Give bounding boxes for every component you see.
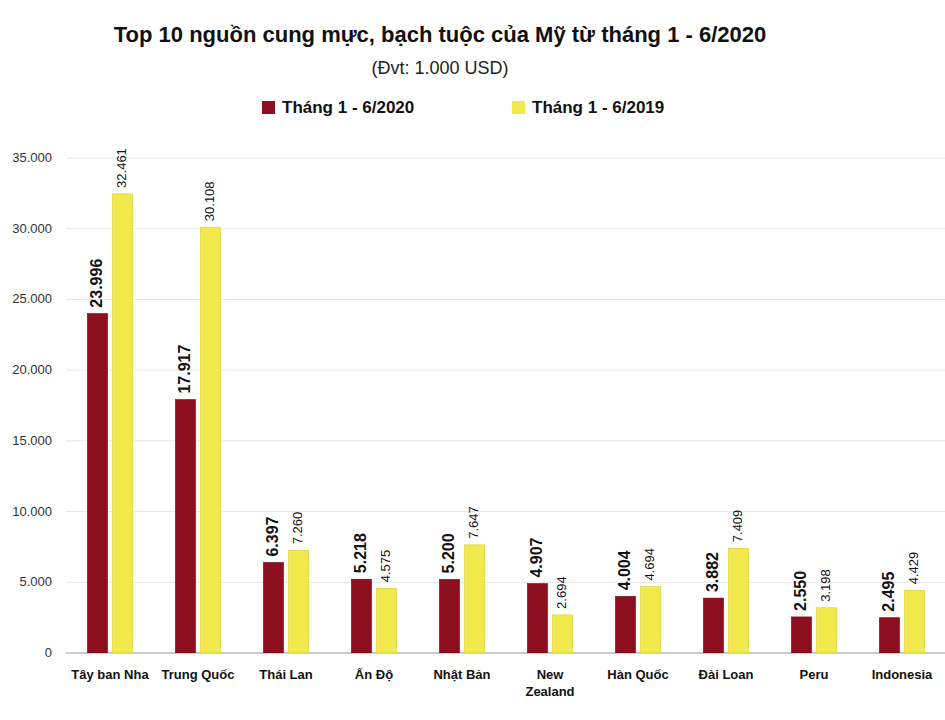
bar bbox=[704, 598, 724, 653]
title: Top 10 nguồn cung mực, bạch tuộc của Mỹ … bbox=[114, 22, 766, 47]
x-tick-line: Peru bbox=[800, 667, 829, 682]
bar bbox=[553, 615, 573, 653]
data-label: 4.694 bbox=[642, 548, 657, 581]
data-label: 7.647 bbox=[466, 506, 481, 539]
x-tick-line: Đài Loan bbox=[699, 667, 754, 682]
x-tick-label: Thái Lan bbox=[259, 667, 313, 682]
x-tick-label: Đài Loan bbox=[699, 667, 754, 682]
bar bbox=[465, 545, 485, 653]
x-tick-label: Peru bbox=[800, 667, 829, 682]
bar bbox=[201, 227, 221, 653]
data-label: 4.907 bbox=[528, 537, 545, 577]
x-axis: Tây ban Nha Trung Quốc Thái Lan Ấn Độ Nhật B… bbox=[71, 667, 933, 699]
chart: Top 10 nguồn cung mực, bạch tuộc của Mỹ … bbox=[0, 0, 945, 720]
bar bbox=[88, 314, 108, 653]
x-tick-line: Tây ban Nha bbox=[71, 667, 149, 682]
bar bbox=[641, 587, 661, 653]
grid-line bbox=[66, 228, 945, 229]
x-tick-label: Tây ban Nha bbox=[71, 667, 149, 682]
bar bbox=[817, 608, 837, 653]
y-tick-label: 15.000 bbox=[12, 433, 52, 448]
grid-line bbox=[66, 158, 945, 159]
y-tick-label: 5.000 bbox=[19, 574, 52, 589]
x-tick-line: New bbox=[537, 667, 565, 682]
x-tick-line: Trung Quốc bbox=[162, 667, 235, 682]
data-label: 4.575 bbox=[378, 550, 393, 583]
x-tick-label: Trung Quốc bbox=[162, 667, 235, 682]
y-tick-label: 30.000 bbox=[12, 221, 52, 236]
x-tick-line: Thái Lan bbox=[259, 667, 313, 682]
legend-swatch bbox=[512, 101, 525, 114]
bar bbox=[377, 588, 397, 653]
grid-line bbox=[66, 370, 945, 371]
bar bbox=[264, 563, 284, 653]
x-tick-line: Ấn Độ bbox=[355, 667, 393, 682]
data-label: 2.550 bbox=[792, 571, 809, 611]
bar bbox=[729, 548, 749, 653]
y-tick-label: 20.000 bbox=[12, 362, 52, 377]
bar bbox=[289, 550, 309, 653]
y-tick-label: 35.000 bbox=[12, 150, 52, 165]
x-tick-line: Indonesia bbox=[872, 667, 933, 682]
x-tick-line: Hàn Quốc bbox=[607, 667, 668, 682]
bar bbox=[905, 590, 925, 653]
grid-line bbox=[66, 653, 945, 654]
data-label: 4.004 bbox=[616, 550, 633, 590]
x-tick-label: Hàn Quốc bbox=[607, 667, 668, 682]
legend-label: Tháng 1 - 6/2020 bbox=[282, 98, 414, 117]
y-tick-label: 0 bbox=[45, 645, 52, 660]
bar bbox=[440, 579, 460, 653]
bars bbox=[88, 194, 925, 653]
data-label: 32.461 bbox=[114, 148, 129, 188]
bar bbox=[616, 596, 636, 653]
data-label: 3.882 bbox=[704, 552, 721, 592]
data-label: 2.495 bbox=[880, 572, 897, 612]
x-tick-label: Indonesia bbox=[872, 667, 933, 682]
bar bbox=[352, 579, 372, 653]
grid-line bbox=[66, 299, 945, 300]
subtitle: (Đvt: 1.000 USD) bbox=[371, 58, 508, 78]
data-label: 7.260 bbox=[290, 512, 305, 545]
data-label: 4.429 bbox=[906, 552, 921, 585]
data-label: 17.917 bbox=[176, 345, 193, 394]
grid-line bbox=[66, 440, 945, 441]
bar bbox=[792, 617, 812, 653]
legend-swatch bbox=[262, 101, 275, 114]
data-labels: 23.996 32.461 17.917 30.108 6.397 7.260 5.218 4… bbox=[88, 148, 921, 612]
data-label: 7.409 bbox=[730, 510, 745, 543]
bar bbox=[880, 618, 900, 653]
bar bbox=[176, 400, 196, 653]
data-label: 5.200 bbox=[440, 533, 457, 573]
x-tick-label: Nhật Bản bbox=[433, 667, 490, 682]
y-tick-label: 25.000 bbox=[12, 291, 52, 306]
bar bbox=[528, 584, 548, 653]
data-label: 3.198 bbox=[818, 569, 833, 602]
grid-line bbox=[66, 582, 945, 583]
data-label: 5.218 bbox=[352, 533, 369, 573]
legend-label: Tháng 1 - 6/2019 bbox=[532, 98, 664, 117]
data-label: 2.694 bbox=[554, 576, 569, 609]
data-label: 6.397 bbox=[264, 516, 281, 556]
legend: Tháng 1 - 6/2020 Tháng 1 - 6/2019 bbox=[262, 98, 664, 117]
x-tick-label: Ấn Độ bbox=[355, 667, 393, 682]
x-tick-line: Nhật Bản bbox=[433, 667, 490, 682]
x-tick-line: Zealand bbox=[525, 684, 574, 699]
x-tick-label: New Zealand bbox=[525, 667, 574, 699]
y-axis: 0 5.000 10.000 15.000 20.000 25.000 30.000 35.0… bbox=[12, 150, 945, 660]
bar bbox=[113, 194, 133, 653]
grid-line bbox=[66, 511, 945, 512]
data-label: 30.108 bbox=[202, 181, 217, 221]
y-tick-label: 10.000 bbox=[12, 504, 52, 519]
data-label: 23.996 bbox=[88, 259, 105, 308]
